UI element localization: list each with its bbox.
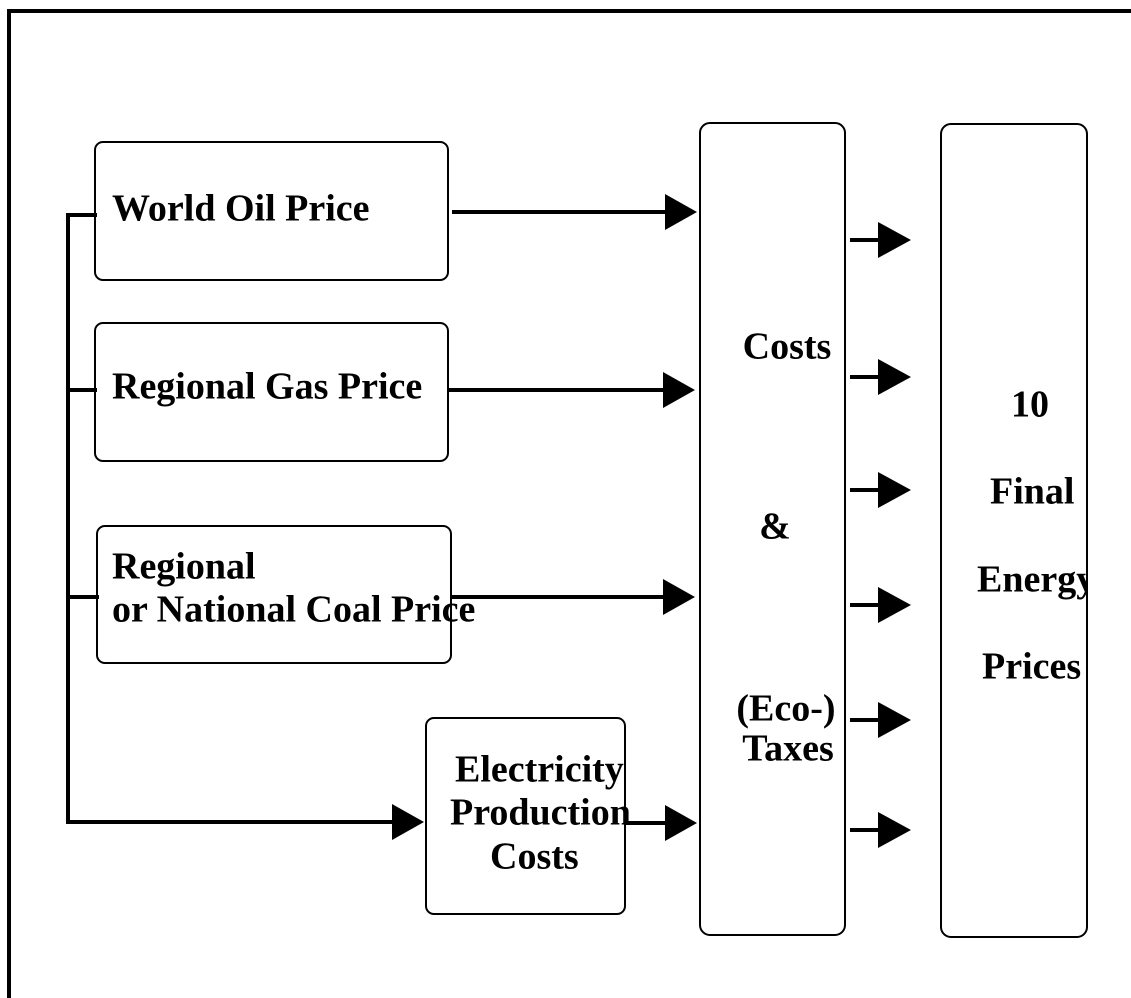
node-label: & — [759, 506, 791, 548]
node-label: Energy — [977, 559, 1095, 601]
node-label: Regional — [112, 546, 256, 588]
node-label: or National Coal Price — [112, 589, 475, 631]
node-label: (Eco-) — [736, 688, 835, 730]
node-label: Final — [990, 471, 1074, 513]
node-label: Costs — [743, 326, 832, 368]
node-box — [940, 123, 1088, 938]
node-label: World Oil Price — [112, 188, 370, 230]
node-box — [96, 525, 452, 664]
node-label: 10 — [1011, 384, 1049, 426]
frame — [7, 9, 1131, 998]
node-label: Costs — [490, 836, 579, 878]
node-box — [425, 717, 626, 915]
node-label: Electricity — [455, 749, 624, 791]
node-label: Prices — [982, 646, 1081, 688]
node-box — [699, 122, 846, 936]
node-label: Taxes — [742, 728, 834, 770]
node-label: Regional Gas Price — [112, 366, 422, 408]
node-box — [94, 141, 449, 281]
connectors — [66, 194, 911, 848]
node-label: Production — [450, 792, 631, 834]
